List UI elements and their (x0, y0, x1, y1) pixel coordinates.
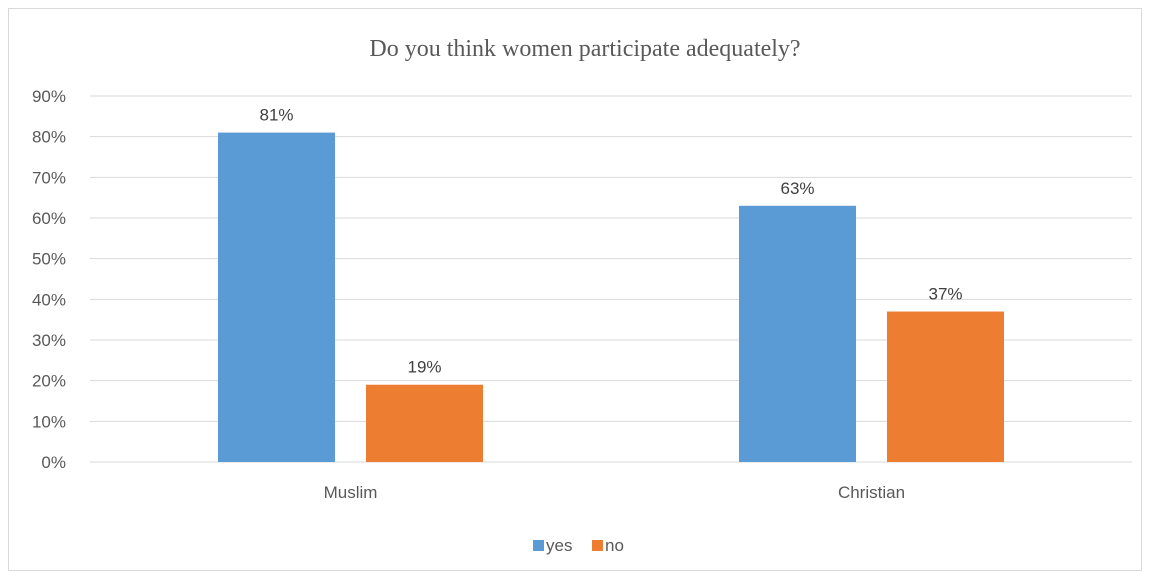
y-tick-label: 90% (32, 87, 66, 106)
y-tick-label: 70% (32, 168, 66, 187)
y-tick-label: 10% (32, 412, 66, 431)
data-labels: 81% 19% 63% 37% (259, 106, 962, 377)
x-category-label: Muslim (324, 483, 378, 502)
x-axis-categories: Muslim Christian (324, 483, 905, 502)
y-tick-label: 30% (32, 331, 66, 350)
bar-yes-muslim (218, 132, 335, 462)
bar-no-muslim (366, 384, 483, 462)
data-label: 37% (928, 285, 962, 304)
data-label: 63% (780, 179, 814, 198)
chart-title: Do you think women participate adequatel… (369, 36, 800, 62)
legend-label-no: no (605, 536, 624, 555)
y-tick-label: 80% (32, 128, 66, 147)
bar-no-christian (887, 311, 1004, 462)
legend-label-yes: yes (546, 536, 572, 555)
y-tick-label: 0% (41, 453, 66, 472)
y-axis-ticks: 0% 10% 20% 30% 40% 50% 60% 70% 80% 90% (32, 87, 66, 472)
legend-swatch-yes (533, 540, 544, 551)
chart-frame (8, 8, 1142, 571)
y-tick-label: 20% (32, 372, 66, 391)
legend: yes no (533, 536, 624, 555)
x-category-label: Christian (838, 483, 905, 502)
data-label: 19% (407, 358, 441, 377)
data-label: 81% (259, 106, 293, 125)
bars (218, 132, 1004, 463)
y-tick-label: 50% (32, 250, 66, 269)
y-tick-label: 60% (32, 209, 66, 228)
y-tick-label: 40% (32, 290, 66, 309)
bar-yes-christian (739, 205, 856, 463)
legend-swatch-no (592, 540, 603, 551)
